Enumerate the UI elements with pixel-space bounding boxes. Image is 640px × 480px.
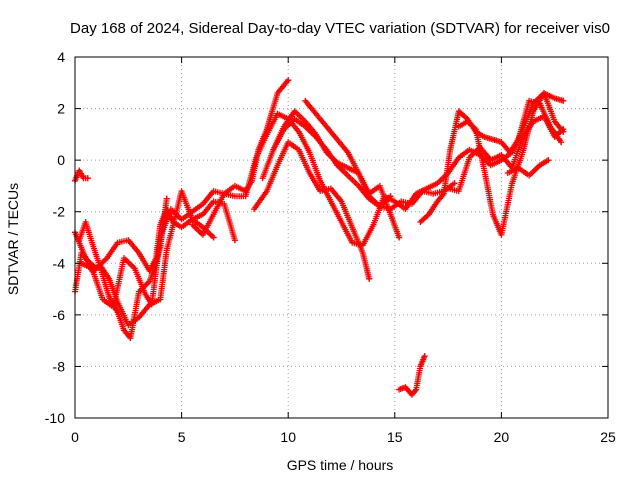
data-point <box>210 234 217 241</box>
x-axis-title: GPS time / hours <box>287 457 394 473</box>
x-tick-label: 10 <box>280 429 296 445</box>
x-tick-label: 5 <box>178 429 186 445</box>
data-point <box>558 139 565 146</box>
data-point <box>366 275 373 282</box>
series-track-15 <box>504 157 552 179</box>
data-point <box>231 237 238 244</box>
y-tick-label: -6 <box>53 307 66 323</box>
data-point <box>451 180 458 187</box>
series-track-7 <box>251 139 373 282</box>
data-point <box>396 234 403 241</box>
data-point <box>412 387 419 394</box>
plot-frame <box>74 56 609 419</box>
data-point <box>560 128 567 135</box>
y-tick-label: 2 <box>57 101 65 117</box>
series-track-5 <box>78 77 292 311</box>
y-tick-label: -2 <box>53 204 66 220</box>
y-tick-label: 4 <box>57 49 65 65</box>
y-tick-label: 0 <box>57 152 65 168</box>
y-axis-title: SDTVAR / TECUs <box>5 183 21 295</box>
series-track-11 <box>396 353 428 398</box>
y-tick-label: -10 <box>45 410 65 426</box>
data-point <box>387 193 394 200</box>
plot-border <box>74 56 609 419</box>
x-tick-label: 20 <box>494 429 510 445</box>
x-tick-label: 25 <box>600 429 616 445</box>
series-track-14 <box>455 90 567 238</box>
chart-title: Day 168 of 2024, Sidereal Day-to-day VTE… <box>70 20 610 37</box>
x-tick-label: 15 <box>387 429 403 445</box>
y-tick-label: -8 <box>53 358 66 374</box>
data-point <box>545 157 552 164</box>
x-tick-label: 0 <box>71 429 79 445</box>
y-tick-label: -4 <box>53 255 66 271</box>
data-point <box>84 175 91 182</box>
data-point <box>285 77 292 84</box>
data-point <box>560 97 567 104</box>
series-track-6 <box>189 90 567 249</box>
data-point <box>163 195 170 202</box>
series-track-1 <box>72 167 91 184</box>
data-point <box>421 353 428 360</box>
data-points <box>72 77 567 398</box>
ticks: 0 5 10 15 20 25 -10 -8 -6 -4 -2 0 2 4 <box>45 49 616 445</box>
series-track-10 <box>302 97 394 210</box>
